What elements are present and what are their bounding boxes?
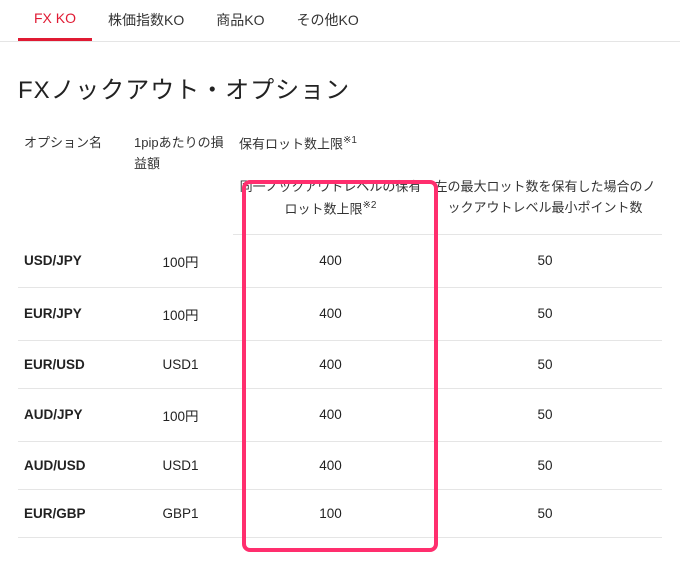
tab-other-ko[interactable]: その他KO bbox=[280, 0, 374, 41]
options-table-body: USD/JPY100円40050EUR/JPY100円40050EUR/USDU… bbox=[18, 235, 662, 538]
cell-pip: 100円 bbox=[128, 235, 233, 288]
cell-lot: 400 bbox=[233, 340, 428, 388]
table-row: AUD/JPY100円40050 bbox=[18, 388, 662, 441]
tab-fx-ko[interactable]: FX KO bbox=[18, 0, 92, 41]
cell-pip: USD1 bbox=[128, 340, 233, 388]
cell-pip: GBP1 bbox=[128, 489, 233, 537]
tab-index-ko[interactable]: 株価指数KO bbox=[92, 0, 200, 41]
cell-min: 50 bbox=[428, 287, 662, 340]
page-title: FXノックアウト・オプション bbox=[0, 42, 680, 125]
tab-commodity-ko[interactable]: 商品KO bbox=[200, 0, 280, 41]
cell-option-name: USD/JPY bbox=[18, 235, 128, 288]
cell-option-name: EUR/USD bbox=[18, 340, 128, 388]
cell-option-name: AUD/JPY bbox=[18, 388, 128, 441]
cell-lot: 400 bbox=[233, 287, 428, 340]
cell-option-name: EUR/JPY bbox=[18, 287, 128, 340]
table-row: EUR/USDUSD140050 bbox=[18, 340, 662, 388]
cell-pip: 100円 bbox=[128, 287, 233, 340]
cell-lot: 400 bbox=[233, 441, 428, 489]
cell-lot: 100 bbox=[233, 489, 428, 537]
cell-min: 50 bbox=[428, 340, 662, 388]
options-table-wrap: オプション名 1pipあたりの損益額 保有ロット数上限※1 同一ノックアウトレベ… bbox=[0, 125, 680, 538]
table-row: AUD/USDUSD140050 bbox=[18, 441, 662, 489]
cell-option-name: EUR/GBP bbox=[18, 489, 128, 537]
cell-min: 50 bbox=[428, 388, 662, 441]
tabs-bar: FX KO 株価指数KO 商品KO その他KO bbox=[0, 0, 680, 42]
cell-min: 50 bbox=[428, 235, 662, 288]
col-option-name: オプション名 bbox=[18, 125, 128, 235]
cell-lot: 400 bbox=[233, 388, 428, 441]
cell-pip: USD1 bbox=[128, 441, 233, 489]
col-lot-limit-label: 保有ロット数上限 bbox=[239, 136, 343, 151]
col-lot-limit: 保有ロット数上限※1 bbox=[233, 125, 662, 167]
table-row: EUR/JPY100円40050 bbox=[18, 287, 662, 340]
options-table: オプション名 1pipあたりの損益額 保有ロット数上限※1 同一ノックアウトレベ… bbox=[18, 125, 662, 538]
col-lot-limit-sup: ※1 bbox=[343, 135, 357, 146]
cell-lot: 400 bbox=[233, 235, 428, 288]
col-same-ko-level-sup: ※2 bbox=[363, 200, 377, 211]
cell-min: 50 bbox=[428, 441, 662, 489]
col-min-points: 左の最大ロット数を保有した場合のノックアウトレベル最小ポイント数 bbox=[428, 167, 662, 234]
cell-option-name: AUD/USD bbox=[18, 441, 128, 489]
cell-pip: 100円 bbox=[128, 388, 233, 441]
table-row: EUR/GBPGBP110050 bbox=[18, 489, 662, 537]
table-row: USD/JPY100円40050 bbox=[18, 235, 662, 288]
col-same-ko-level-label: 同一ノックアウトレベルの保有ロット数上限 bbox=[240, 179, 422, 216]
col-same-ko-level: 同一ノックアウトレベルの保有ロット数上限※2 bbox=[233, 167, 428, 234]
col-profit-per-pip: 1pipあたりの損益額 bbox=[128, 125, 233, 235]
cell-min: 50 bbox=[428, 489, 662, 537]
